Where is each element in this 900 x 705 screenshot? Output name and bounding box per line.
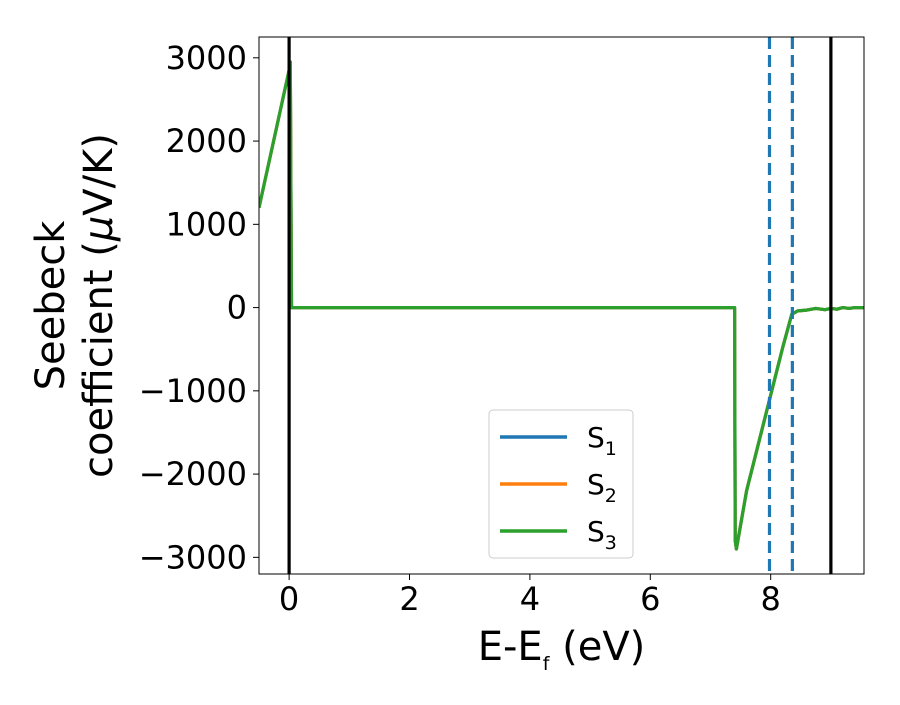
x-tick-label: 2: [399, 580, 419, 618]
legend-label-2: S2: [587, 468, 617, 507]
y-tick-label: 3000: [166, 39, 247, 77]
vertical-lines: [287, 37, 833, 574]
legend-label-1: S1: [587, 421, 617, 460]
y-axis-label: Seebeck coefficient (μV/K): [28, 133, 122, 478]
legend-label-3: S3: [587, 515, 617, 554]
x-tick-label: 6: [640, 580, 660, 618]
y-tick-label: −2000: [139, 455, 247, 493]
x-axis-label: E-Ef (eV): [478, 624, 646, 675]
x-tick-label: 8: [761, 580, 781, 618]
y-axis-label-prefix: coefficient (: [76, 241, 122, 478]
legend: S1 S2 S3: [488, 409, 634, 559]
plot-frame: [258, 36, 865, 575]
x-tick-label: 4: [520, 580, 540, 618]
y-tick-label: −3000: [139, 538, 247, 576]
y-tick-label: 2000: [166, 122, 247, 160]
y-axis-label-mu: μ: [76, 216, 122, 242]
x-axis-label-unit: (eV): [549, 624, 645, 670]
y-axis-label-line2: coefficient (μV/K): [76, 133, 122, 478]
x-tick-label: 0: [279, 580, 299, 618]
y-axis-label-line1: Seebeck: [28, 220, 74, 391]
y-tick-label: −1000: [139, 372, 247, 410]
y-tick-label: 0: [227, 289, 247, 327]
y-axis-ticks: 3000 2000 1000 0 −1000 −2000 −3000: [139, 39, 259, 576]
y-tick-label: 1000: [166, 205, 247, 243]
x-axis-label-main: E-E: [478, 624, 543, 670]
x-axis-ticks: 0 2 4 6 8: [279, 574, 781, 618]
x-axis-label-subscript: f: [543, 653, 551, 675]
y-axis-label-suffix: V/K): [76, 133, 122, 216]
